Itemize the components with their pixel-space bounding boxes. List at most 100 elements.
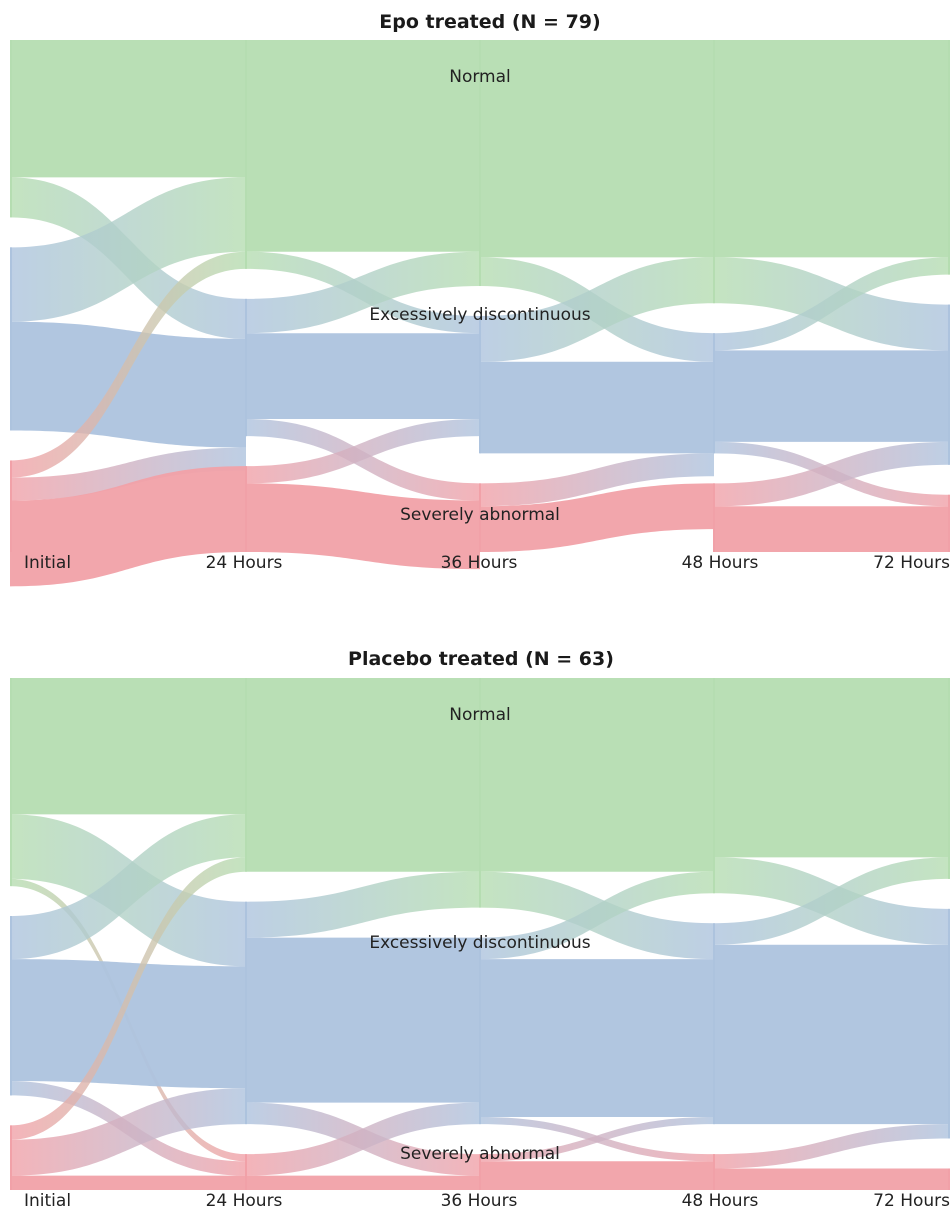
tick-label-initial-epo: Initial (24, 553, 71, 573)
state-label-normal-placebo: Normal (449, 705, 511, 725)
flow-normal-to-normal-t3 (714, 678, 950, 858)
node-normal-t2 (479, 678, 481, 908)
state-label-discontinuous-placebo: Excessively discontinuous (369, 933, 590, 953)
flow-abnormal-to-abnormal-t0 (10, 466, 246, 587)
flow-abnormal-to-discontinuous-t3 (714, 1124, 950, 1169)
node-discontinuous-t3 (713, 333, 715, 454)
node-abnormal-t4 (948, 1168, 950, 1190)
state-label-abnormal-epo: Severely abnormal (400, 505, 560, 525)
state-label-abnormal-placebo: Severely abnormal (400, 1144, 560, 1164)
flow-abnormal-to-abnormal-t3 (714, 1168, 950, 1190)
node-abnormal-t2 (479, 1154, 481, 1190)
flow-discontinuous-to-discontinuous-t2 (480, 959, 714, 1117)
node-normal-t4 (948, 678, 950, 879)
tick-label-initial-placebo: Initial (24, 1191, 71, 1210)
node-normal-t3 (713, 40, 715, 304)
flow-normal-to-normal-t1 (246, 678, 480, 872)
node-discontinuous-t1 (245, 298, 247, 437)
flow-discontinuous-to-normal-t1 (246, 871, 480, 938)
flow-abnormal-to-abnormal-t1 (246, 483, 480, 570)
flows-epo (10, 40, 950, 587)
node-normal-t0 (10, 678, 12, 887)
tick-label-72h-placebo: 72 Hours (873, 1191, 950, 1210)
flow-abnormal-to-abnormal-t2 (480, 483, 714, 552)
node-normal-t3 (713, 678, 715, 894)
node-normal-t2 (479, 40, 481, 287)
nodes-placebo (10, 678, 950, 1190)
flow-discontinuous-to-discontinuous-t3 (714, 350, 950, 442)
node-abnormal-t3 (713, 483, 715, 552)
node-discontinuous-t2 (479, 316, 481, 454)
panel-epo: Epo treated (N = 79) Normal Excessively … (10, 11, 950, 587)
flow-abnormal-to-discontinuous-t3 (714, 441, 950, 507)
state-label-normal-epo: Normal (449, 67, 511, 87)
flow-discontinuous-to-discontinuous-t2 (480, 361, 714, 454)
flow-discontinuous-to-discontinuous-t3 (714, 944, 950, 1125)
flow-abnormal-to-discontinuous-t2 (480, 1116, 714, 1162)
flow-discontinuous-to-normal-t3 (714, 257, 950, 351)
tick-label-24h-epo: 24 Hours (206, 553, 283, 573)
state-label-discontinuous-epo: Excessively discontinuous (369, 305, 590, 325)
flow-discontinuous-to-normal-t3 (714, 857, 950, 945)
flow-discontinuous-to-discontinuous-t0 (10, 321, 246, 448)
flow-normal-to-normal-t3 (714, 40, 950, 258)
flow-abnormal-to-abnormal-t0 (10, 1175, 246, 1190)
tick-label-36h-placebo: 36 Hours (441, 1191, 518, 1210)
flow-abnormal-to-discontinuous-t1 (246, 1102, 480, 1176)
flow-discontinuous-to-normal-t2 (480, 257, 714, 362)
flow-abnormal-to-discontinuous-t1 (246, 419, 480, 484)
tick-label-36h-epo: 36 Hours (441, 553, 518, 573)
node-abnormal-t0 (10, 460, 12, 552)
flow-discontinuous-to-discontinuous-t0 (10, 959, 246, 1089)
flow-normal-to-normal-t1 (246, 40, 480, 252)
flow-normal-to-normal-t0 (10, 678, 246, 815)
flows-placebo (10, 678, 950, 1190)
node-discontinuous-t1 (245, 901, 247, 1125)
flow-abnormal-to-discontinuous-t0 (10, 1088, 246, 1176)
chart-title-epo: Epo treated (N = 79) (379, 11, 600, 33)
flow-discontinuous-to-discontinuous-t1 (246, 333, 480, 420)
node-abnormal-t2 (479, 483, 481, 552)
node-normal-t4 (948, 40, 950, 275)
node-abnormal-t1 (245, 1154, 247, 1190)
node-discontinuous-t0 (10, 916, 12, 1096)
flow-abnormal-to-discontinuous-t2 (480, 453, 714, 507)
node-discontinuous-t3 (713, 923, 715, 1125)
tick-label-48h-epo: 48 Hours (682, 553, 759, 573)
node-abnormal-t0 (10, 1125, 12, 1190)
node-discontinuous-t4 (948, 304, 950, 465)
x-axis-placebo: Initial 24 Hours 36 Hours 48 Hours 72 Ho… (24, 1191, 950, 1210)
tick-label-72h-epo: 72 Hours (873, 553, 950, 573)
node-discontinuous-t4 (948, 908, 950, 1139)
flow-abnormal-to-abnormal-t3 (714, 506, 950, 552)
flow-normal-to-normal-t2 (480, 678, 714, 872)
flow-discontinuous-to-normal-t1 (246, 251, 480, 334)
node-normal-t1 (245, 678, 247, 872)
flow-abnormal-to-discontinuous-t0 (10, 447, 246, 501)
flow-discontinuous-to-normal-t0 (10, 177, 246, 322)
tick-label-24h-placebo: 24 Hours (206, 1191, 283, 1210)
nodes-epo (10, 40, 950, 552)
flow-abnormal-to-abnormal-t1 (246, 1175, 480, 1190)
flow-normal-to-normal-t2 (480, 40, 714, 258)
node-normal-t1 (245, 40, 247, 269)
node-abnormal-t3 (713, 1154, 715, 1190)
node-abnormal-t1 (245, 466, 247, 552)
flow-discontinuous-to-discontinuous-t1 (246, 937, 480, 1103)
node-discontinuous-t2 (479, 937, 481, 1125)
flow-discontinuous-to-normal-t0 (10, 814, 246, 960)
flow-normal-to-normal-t0 (10, 40, 246, 178)
x-axis-epo: Initial 24 Hours 36 Hours 48 Hours 72 Ho… (24, 553, 950, 573)
panel-placebo: Placebo treated (N = 63) Normal Excessiv… (10, 648, 950, 1210)
node-abnormal-t4 (948, 494, 950, 552)
node-discontinuous-t0 (10, 247, 12, 431)
flow-abnormal-to-normal-t0 (10, 857, 246, 1140)
chart-title-placebo: Placebo treated (N = 63) (348, 648, 614, 670)
node-normal-t0 (10, 40, 12, 218)
flow-abnormal-to-normal-t0 (10, 251, 246, 478)
tick-label-48h-placebo: 48 Hours (682, 1191, 759, 1210)
flow-abnormal-to-abnormal-t2 (480, 1161, 714, 1190)
flow-discontinuous-to-normal-t2 (480, 871, 714, 960)
